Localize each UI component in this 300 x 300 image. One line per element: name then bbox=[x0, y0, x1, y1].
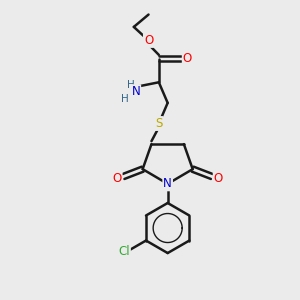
Text: N: N bbox=[163, 177, 172, 190]
Text: O: O bbox=[214, 172, 223, 185]
Text: H: H bbox=[127, 80, 135, 90]
Text: H: H bbox=[121, 94, 129, 104]
Text: O: O bbox=[112, 172, 122, 185]
Text: N: N bbox=[131, 85, 140, 98]
Text: Cl: Cl bbox=[118, 245, 130, 258]
Text: S: S bbox=[155, 117, 163, 130]
Text: O: O bbox=[183, 52, 192, 65]
Text: O: O bbox=[144, 34, 153, 47]
